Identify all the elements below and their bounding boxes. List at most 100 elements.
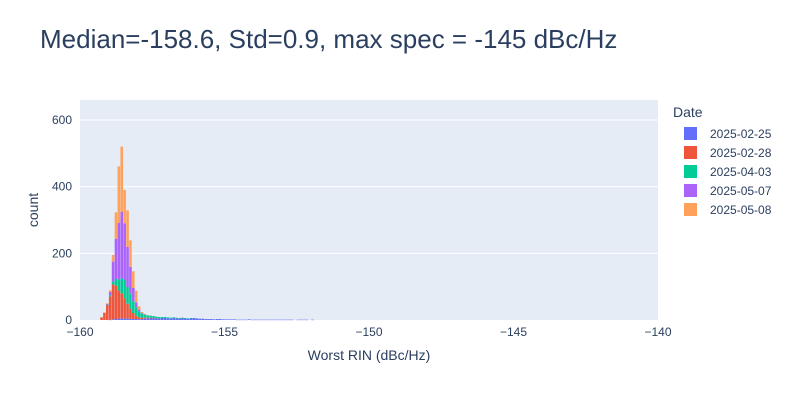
histogram-bar [169,317,173,319]
legend-item[interactable]: 2025-04-03 [684,162,771,181]
histogram-bar [117,223,121,280]
histogram-bar [285,319,288,321]
histogram-bar [282,319,285,321]
histogram-bar [134,307,138,316]
histogram-bar [158,318,161,320]
histogram-bar [134,302,138,308]
legend-swatch [684,184,697,197]
histogram-bar [233,319,236,320]
histogram-bar [221,319,225,320]
histogram-bar [126,210,129,247]
histogram-bar [224,319,228,320]
y-tick-label: 600 [52,113,72,127]
histogram-bar [262,319,265,321]
histogram-bar [288,319,291,321]
histogram-bar [137,309,141,312]
histogram-bar [114,285,118,319]
histogram-bar [134,319,138,320]
histogram-bar [132,319,135,320]
histogram-bar [140,317,144,319]
y-tick-label: 400 [52,180,72,194]
histogram-bar [100,317,103,320]
histogram-bar [114,239,118,279]
histogram-bar [134,315,138,319]
histogram-bar [158,317,161,319]
histogram-bar [129,240,132,267]
histogram-bar [210,319,213,320]
histogram-bar [184,318,187,319]
histogram-bar [236,319,239,321]
histogram-bar [244,319,248,321]
y-axis-ticks: 0 200 400 600 [52,113,72,327]
histogram-bar [279,319,282,321]
histogram-bar [120,318,124,320]
histogram-bar [137,319,141,320]
histogram-bar [230,319,233,320]
histogram-bar [129,293,132,309]
histogram-bar [123,318,126,320]
histogram-bar [195,318,199,320]
legend-swatch [684,203,697,216]
histogram-bar [163,317,167,318]
histogram-bar [178,318,181,319]
histogram-bar [140,313,144,314]
histogram-bar [149,317,152,319]
histogram-bar [111,261,115,282]
histogram-bar [181,318,184,320]
histogram-bar [132,271,135,288]
histogram-bar [256,319,259,321]
legend-item[interactable]: 2025-05-08 [684,200,771,219]
histogram-bar [108,319,112,321]
histogram-bar [111,255,115,262]
plot-area [80,100,658,320]
legend-item[interactable]: 2025-02-25 [684,124,771,143]
histogram-bar [264,319,268,321]
histogram-bar [155,318,158,320]
histogram-bar [215,319,219,320]
histogram-bar [172,318,176,320]
histogram-bar [106,304,109,305]
histogram-bar [137,306,141,310]
legend-item[interactable]: 2025-02-28 [684,143,771,162]
histogram-bar [169,318,173,320]
histogram-bar [129,308,132,319]
histogram-bar [238,319,242,321]
histogram-bar [111,281,115,285]
histogram-bar [106,303,109,304]
histogram-bar [186,318,190,320]
y-tick-label: 200 [52,246,72,260]
histogram-bars [100,146,314,321]
histogram-bar [149,318,152,320]
histogram-bar [143,318,147,320]
y-axis-title: count [25,193,41,227]
histogram-bar [106,305,109,320]
legend-label: 2025-04-03 [710,164,772,179]
histogram-bar [120,278,124,294]
histogram-bar [132,288,135,302]
histogram-bar [114,279,118,286]
histogram-bar [126,287,129,304]
histogram-bar [140,319,144,320]
histogram-bar [129,267,132,294]
histogram-bar [189,318,193,320]
histogram-bar [126,303,129,319]
histogram-bar [146,318,150,320]
legend-item[interactable]: 2025-05-07 [684,181,771,200]
histogram-bar [311,319,314,321]
histogram-bar [259,319,262,321]
histogram-bar [302,319,306,321]
x-tick-label: −145 [500,325,527,339]
histogram-bar [227,319,230,320]
histogram-bar [207,319,210,320]
histogram-bar [267,319,271,321]
histogram-bar [253,319,256,321]
histogram-bar [152,318,155,320]
histogram-bar [103,312,106,320]
histogram-bar [111,319,115,320]
histogram-bar [126,318,129,320]
histogram-bar [186,318,190,319]
histogram-bar [123,298,126,319]
histogram-bar [175,318,178,320]
histogram-bar [273,319,277,321]
